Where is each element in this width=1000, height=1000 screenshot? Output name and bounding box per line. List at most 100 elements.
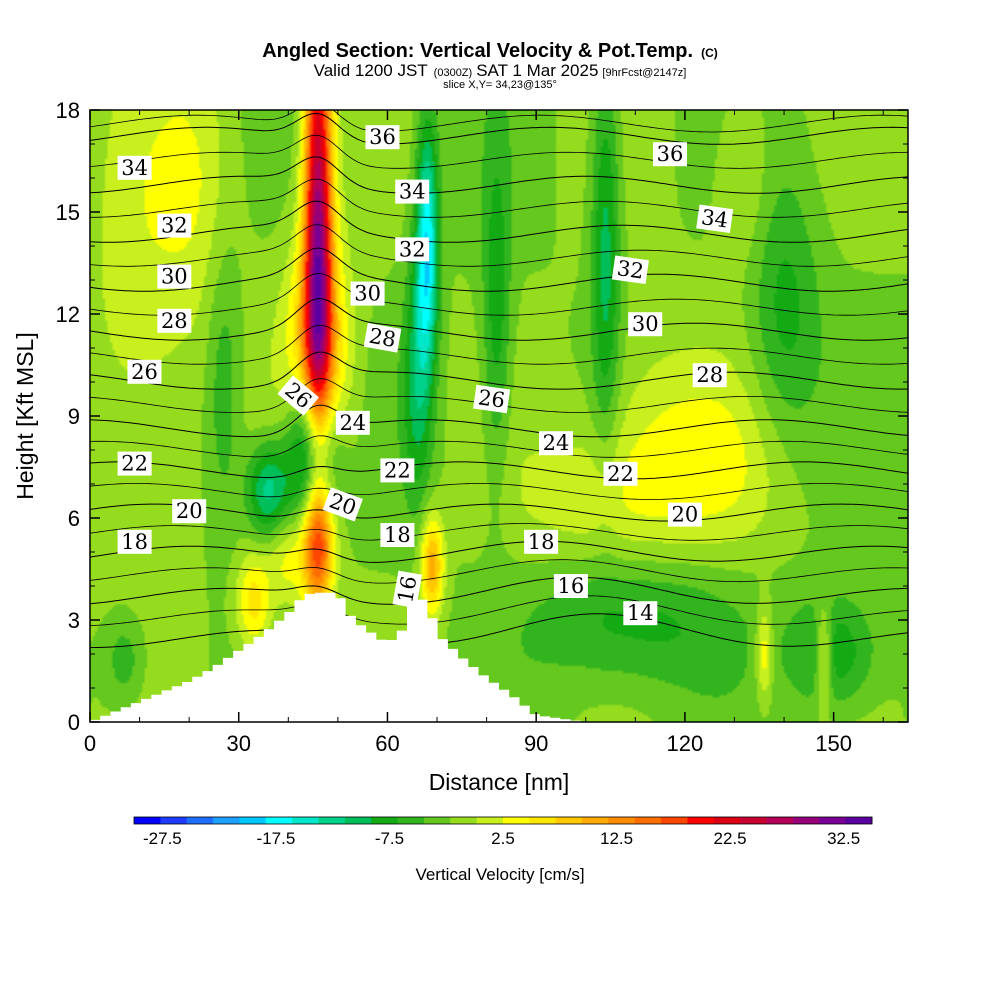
isotherm-line	[90, 576, 908, 605]
contour-label-box	[692, 363, 727, 388]
y-tick-label: 15	[56, 200, 80, 225]
chart-subtitle: Valid 1200 JST (0300Z) SAT 1 Mar 2025 [9hrF…	[314, 61, 687, 80]
isotherm-line	[90, 461, 908, 480]
contour-label-text: 28	[367, 324, 397, 352]
contour-label: 28	[157, 308, 192, 333]
colorbar-swatch	[476, 817, 504, 824]
contour-label-box	[335, 410, 370, 435]
contour-label-box	[350, 281, 385, 306]
contour-label-text: 28	[696, 363, 723, 387]
contour-label: 24	[539, 431, 573, 456]
contour-label: 32	[395, 237, 430, 262]
colorbar-swatch	[608, 817, 636, 824]
contour-label-text: 20	[176, 499, 203, 523]
colorbar-swatch	[766, 817, 794, 824]
contour-label-box	[117, 155, 152, 180]
isotherm-line	[90, 404, 908, 438]
contour-label-text: 22	[607, 462, 634, 486]
contour-label-text: 18	[384, 523, 411, 547]
contour-label-text: 26	[131, 360, 158, 384]
contour-label-text: 24	[543, 431, 570, 455]
isotherm-line	[90, 200, 908, 243]
contour-label-box	[395, 237, 430, 262]
contour-label-text: 20	[672, 503, 699, 527]
colorbar-swatch	[450, 817, 478, 824]
contour-label-box	[157, 213, 192, 238]
isotherm-line	[90, 298, 908, 341]
contour-label: 34	[395, 179, 430, 204]
y-tick-label: 9	[68, 404, 80, 429]
y-axis-label: Height [Kft MSL]	[12, 332, 38, 499]
contour-label-box	[696, 204, 734, 234]
contour-label-text: 36	[369, 125, 396, 149]
contour-label: 22	[380, 458, 415, 483]
x-tick-label: 150	[815, 731, 852, 756]
isotherm-line	[90, 613, 908, 648]
isotherm-line	[90, 272, 908, 316]
contour-label-box	[653, 142, 687, 167]
contour-label-text: 18	[528, 530, 555, 554]
y-tick-label: 3	[68, 608, 80, 633]
colorbar-swatch	[819, 817, 847, 824]
isotherm-line	[90, 112, 908, 145]
contour-label-box	[667, 502, 702, 527]
isotherm-line	[90, 224, 908, 267]
contour-label-text: 24	[339, 411, 366, 435]
colorbar-swatch	[503, 817, 530, 824]
isotherm-line	[90, 523, 908, 541]
colorbar: -27.5 -17.5 -7.5 2.5 12.5 22.5 32.5	[133, 816, 873, 848]
contour-label-text: 22	[121, 452, 148, 476]
contour-label: 20	[172, 499, 207, 524]
colorbar-tick-label: -7.5	[375, 829, 404, 848]
contour-label: 18	[524, 529, 559, 554]
colorbar-swatch	[582, 817, 609, 824]
contour-label: 24	[335, 410, 370, 435]
colorbar-tick-label: -27.5	[143, 829, 182, 848]
colorbar-swatch	[397, 817, 425, 824]
contour-label-text: 14	[627, 601, 654, 625]
colorbar-label: Vertical Velocity [cm/s]	[415, 865, 584, 884]
contour-label-box	[380, 458, 415, 483]
colorbar-swatch	[792, 817, 820, 824]
contour-label-box	[623, 601, 658, 626]
contour-label-box	[392, 570, 423, 609]
contour-label-box	[172, 499, 207, 524]
contour-label: 32	[157, 213, 192, 238]
contour-label-text: 30	[632, 312, 659, 336]
contour-label-box	[157, 264, 192, 289]
x-tick-label: 120	[667, 731, 704, 756]
contour-label: 16	[392, 570, 423, 609]
y-tick-label: 0	[68, 710, 80, 735]
contour-label: 32	[611, 255, 649, 285]
contour-label: 18	[117, 529, 152, 554]
contour-label: 36	[653, 142, 687, 167]
colorbar-tick-label: 22.5	[714, 829, 747, 848]
contour-label-box	[380, 523, 415, 547]
y-tick-label: 6	[68, 506, 80, 531]
contour-label-text: 30	[161, 265, 188, 289]
colorbar-tick-label: -17.5	[257, 829, 296, 848]
y-tick-label: 12	[56, 302, 80, 327]
contour-label: 26	[473, 384, 511, 414]
isotherm-line	[90, 247, 908, 292]
contour-label: 18	[380, 523, 415, 547]
colorbar-swatch	[687, 817, 715, 824]
contour-label-box	[365, 125, 400, 150]
contour-label-box	[628, 312, 663, 337]
contour-label-box	[603, 461, 638, 486]
contour-label: 22	[117, 451, 152, 476]
colorbar-swatch	[371, 817, 398, 824]
contour-label-text: 16	[393, 574, 421, 604]
colorbar-swatch	[634, 817, 662, 824]
contour-label-text: 34	[399, 180, 426, 204]
chart-title: Angled Section: Vertical Velocity & Pot.…	[262, 40, 718, 62]
contour-label-text: 18	[121, 530, 148, 554]
colorbar-swatch	[423, 817, 451, 824]
contour-label: 26	[127, 359, 162, 384]
colorbar-tick-label: 32.5	[827, 829, 860, 848]
contour-label-text: 16	[558, 574, 585, 598]
colorbar-swatch	[661, 817, 688, 824]
x-tick-label: 90	[524, 731, 548, 756]
